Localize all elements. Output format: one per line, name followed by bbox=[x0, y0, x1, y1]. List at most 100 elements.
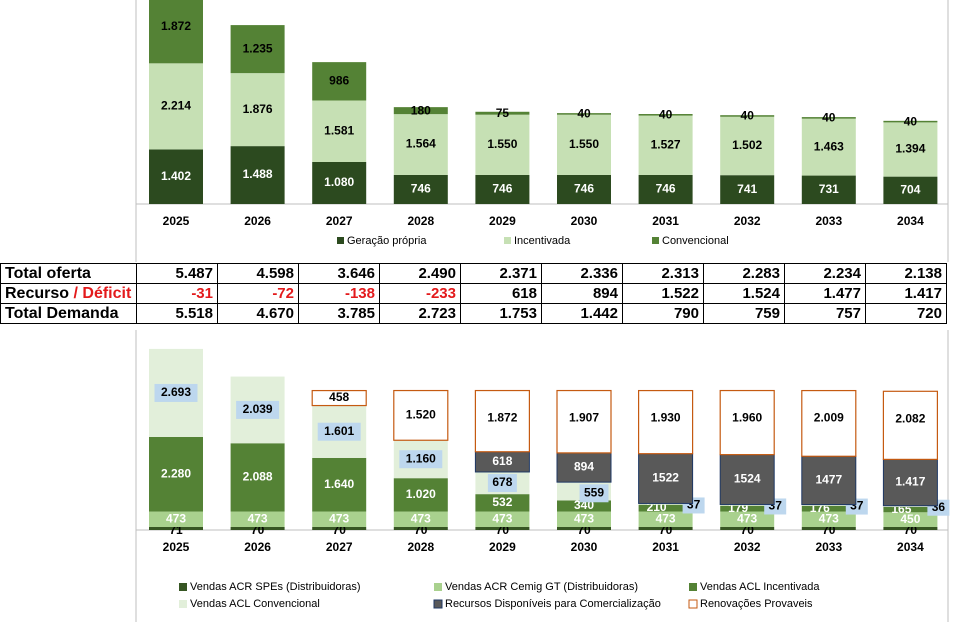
bar-segment bbox=[230, 146, 285, 204]
data-label: 1.080 bbox=[324, 175, 354, 189]
tick-label: 2027 bbox=[326, 214, 353, 228]
table-row: Total Demanda 5.518 4.670 3.785 2.723 1.753 1.… bbox=[0, 303, 947, 324]
tick-label: 2026 bbox=[244, 214, 271, 228]
legend-label: Vendas ACR Cemig GT (Distribuidoras) bbox=[445, 581, 638, 593]
bar-segment bbox=[638, 511, 693, 527]
legend-label: Geração própria bbox=[347, 235, 427, 247]
legend-swatch bbox=[179, 583, 187, 591]
table-cell: -31 bbox=[136, 283, 218, 304]
bar-segment bbox=[637, 389, 694, 455]
data-label: 2.009 bbox=[814, 411, 844, 425]
bar-segment bbox=[638, 527, 693, 530]
bar-segment bbox=[720, 116, 775, 176]
table-cell: -233 bbox=[379, 283, 461, 304]
bar-segment bbox=[475, 174, 530, 204]
tick-label: 2030 bbox=[571, 540, 598, 554]
data-label: 40 bbox=[741, 109, 755, 123]
bar-segment bbox=[801, 527, 856, 530]
data-label: 1.640 bbox=[324, 477, 354, 491]
bar-segment bbox=[557, 527, 611, 530]
data-label: 559 bbox=[584, 485, 604, 499]
bar-segment bbox=[801, 511, 856, 527]
table-cell: -72 bbox=[217, 283, 299, 304]
row-label: Total Demanda bbox=[0, 303, 137, 324]
table-cell: 2.371 bbox=[460, 263, 542, 284]
data-label: 75 bbox=[496, 106, 510, 120]
table-cell: 5.518 bbox=[136, 303, 218, 324]
table-cell: 2.234 bbox=[784, 263, 866, 284]
legend-swatch bbox=[688, 599, 698, 609]
data-label-box bbox=[579, 484, 609, 503]
table-cell: 3.785 bbox=[298, 303, 380, 324]
table-cell: 720 bbox=[865, 303, 947, 324]
bar-segment bbox=[393, 478, 448, 512]
legend-label: Recursos Disponíveis para Comercializaçã… bbox=[445, 598, 661, 610]
data-label: 1.601 bbox=[324, 424, 354, 438]
data-label: 1.907 bbox=[569, 411, 599, 425]
data-label: 1.527 bbox=[651, 137, 681, 151]
bar-segment bbox=[801, 455, 857, 506]
bar-segment bbox=[882, 390, 939, 460]
table-cell: 1.522 bbox=[622, 283, 704, 304]
bar-segment bbox=[883, 512, 938, 527]
bar-segment bbox=[638, 115, 693, 175]
data-label-box bbox=[154, 383, 198, 402]
data-label: 473 bbox=[248, 511, 268, 525]
bar-segment bbox=[720, 527, 775, 530]
row-label-part: Déficit bbox=[82, 284, 132, 302]
bar-segment bbox=[557, 113, 611, 115]
tick-label: 2031 bbox=[652, 214, 679, 228]
table-cell: 2.490 bbox=[379, 263, 461, 284]
bar-segment bbox=[557, 114, 611, 175]
legend-label: Vendas ACL Convencional bbox=[190, 598, 320, 610]
legend-label: Vendas ACL Incentivada bbox=[700, 581, 820, 593]
data-label: 1.876 bbox=[243, 102, 273, 116]
table-cell: 2.723 bbox=[379, 303, 461, 324]
data-label: 2.214 bbox=[161, 99, 191, 113]
bar-segment bbox=[230, 443, 285, 512]
data-label: 532 bbox=[492, 495, 512, 509]
bar-segment bbox=[474, 389, 530, 453]
bar-segment bbox=[801, 504, 856, 506]
data-label: 2.088 bbox=[243, 470, 273, 484]
data-label: 473 bbox=[411, 511, 431, 525]
legend-label: Incentivada bbox=[514, 235, 571, 247]
bar-segment bbox=[393, 511, 448, 527]
data-label: 40 bbox=[904, 114, 918, 128]
tick-label: 2027 bbox=[326, 540, 353, 554]
bar-segment bbox=[149, 511, 203, 527]
tick-label: 2029 bbox=[489, 214, 516, 228]
bar-segment bbox=[883, 176, 938, 204]
data-label: 473 bbox=[656, 511, 676, 525]
data-label: 1.872 bbox=[487, 411, 517, 425]
data-label: 1.394 bbox=[895, 142, 925, 156]
bar-segment bbox=[557, 500, 611, 512]
table-cell: 4.670 bbox=[217, 303, 299, 324]
bar-segment bbox=[230, 527, 285, 530]
bar-segment bbox=[475, 111, 530, 115]
data-label: 473 bbox=[819, 511, 839, 525]
data-label: 40 bbox=[577, 107, 591, 121]
bar-segment bbox=[149, 149, 203, 204]
row-label-part: Recurso bbox=[5, 284, 70, 302]
data-label: 1.564 bbox=[406, 137, 436, 151]
bar-segment bbox=[393, 174, 448, 204]
legend-swatch bbox=[652, 237, 659, 244]
summary-table: Total oferta 5.487 4.598 3.646 2.490 2.371 2.3… bbox=[0, 263, 947, 324]
data-label: 1.550 bbox=[569, 137, 599, 151]
data-label: 458 bbox=[329, 390, 349, 404]
data-label: 1.550 bbox=[487, 137, 517, 151]
table-cell: 2.313 bbox=[622, 263, 704, 284]
table-cell: 618 bbox=[460, 283, 542, 304]
bar-segment bbox=[230, 511, 285, 527]
bar-segment bbox=[312, 457, 367, 512]
tick-label: 2030 bbox=[571, 214, 598, 228]
legend-swatch bbox=[433, 599, 443, 609]
data-label: 473 bbox=[492, 511, 512, 525]
data-label-box bbox=[317, 422, 361, 441]
tick-label: 2033 bbox=[815, 214, 842, 228]
data-label: 2.082 bbox=[895, 411, 925, 425]
data-label-box bbox=[399, 450, 443, 469]
bar-segment bbox=[149, 527, 203, 530]
